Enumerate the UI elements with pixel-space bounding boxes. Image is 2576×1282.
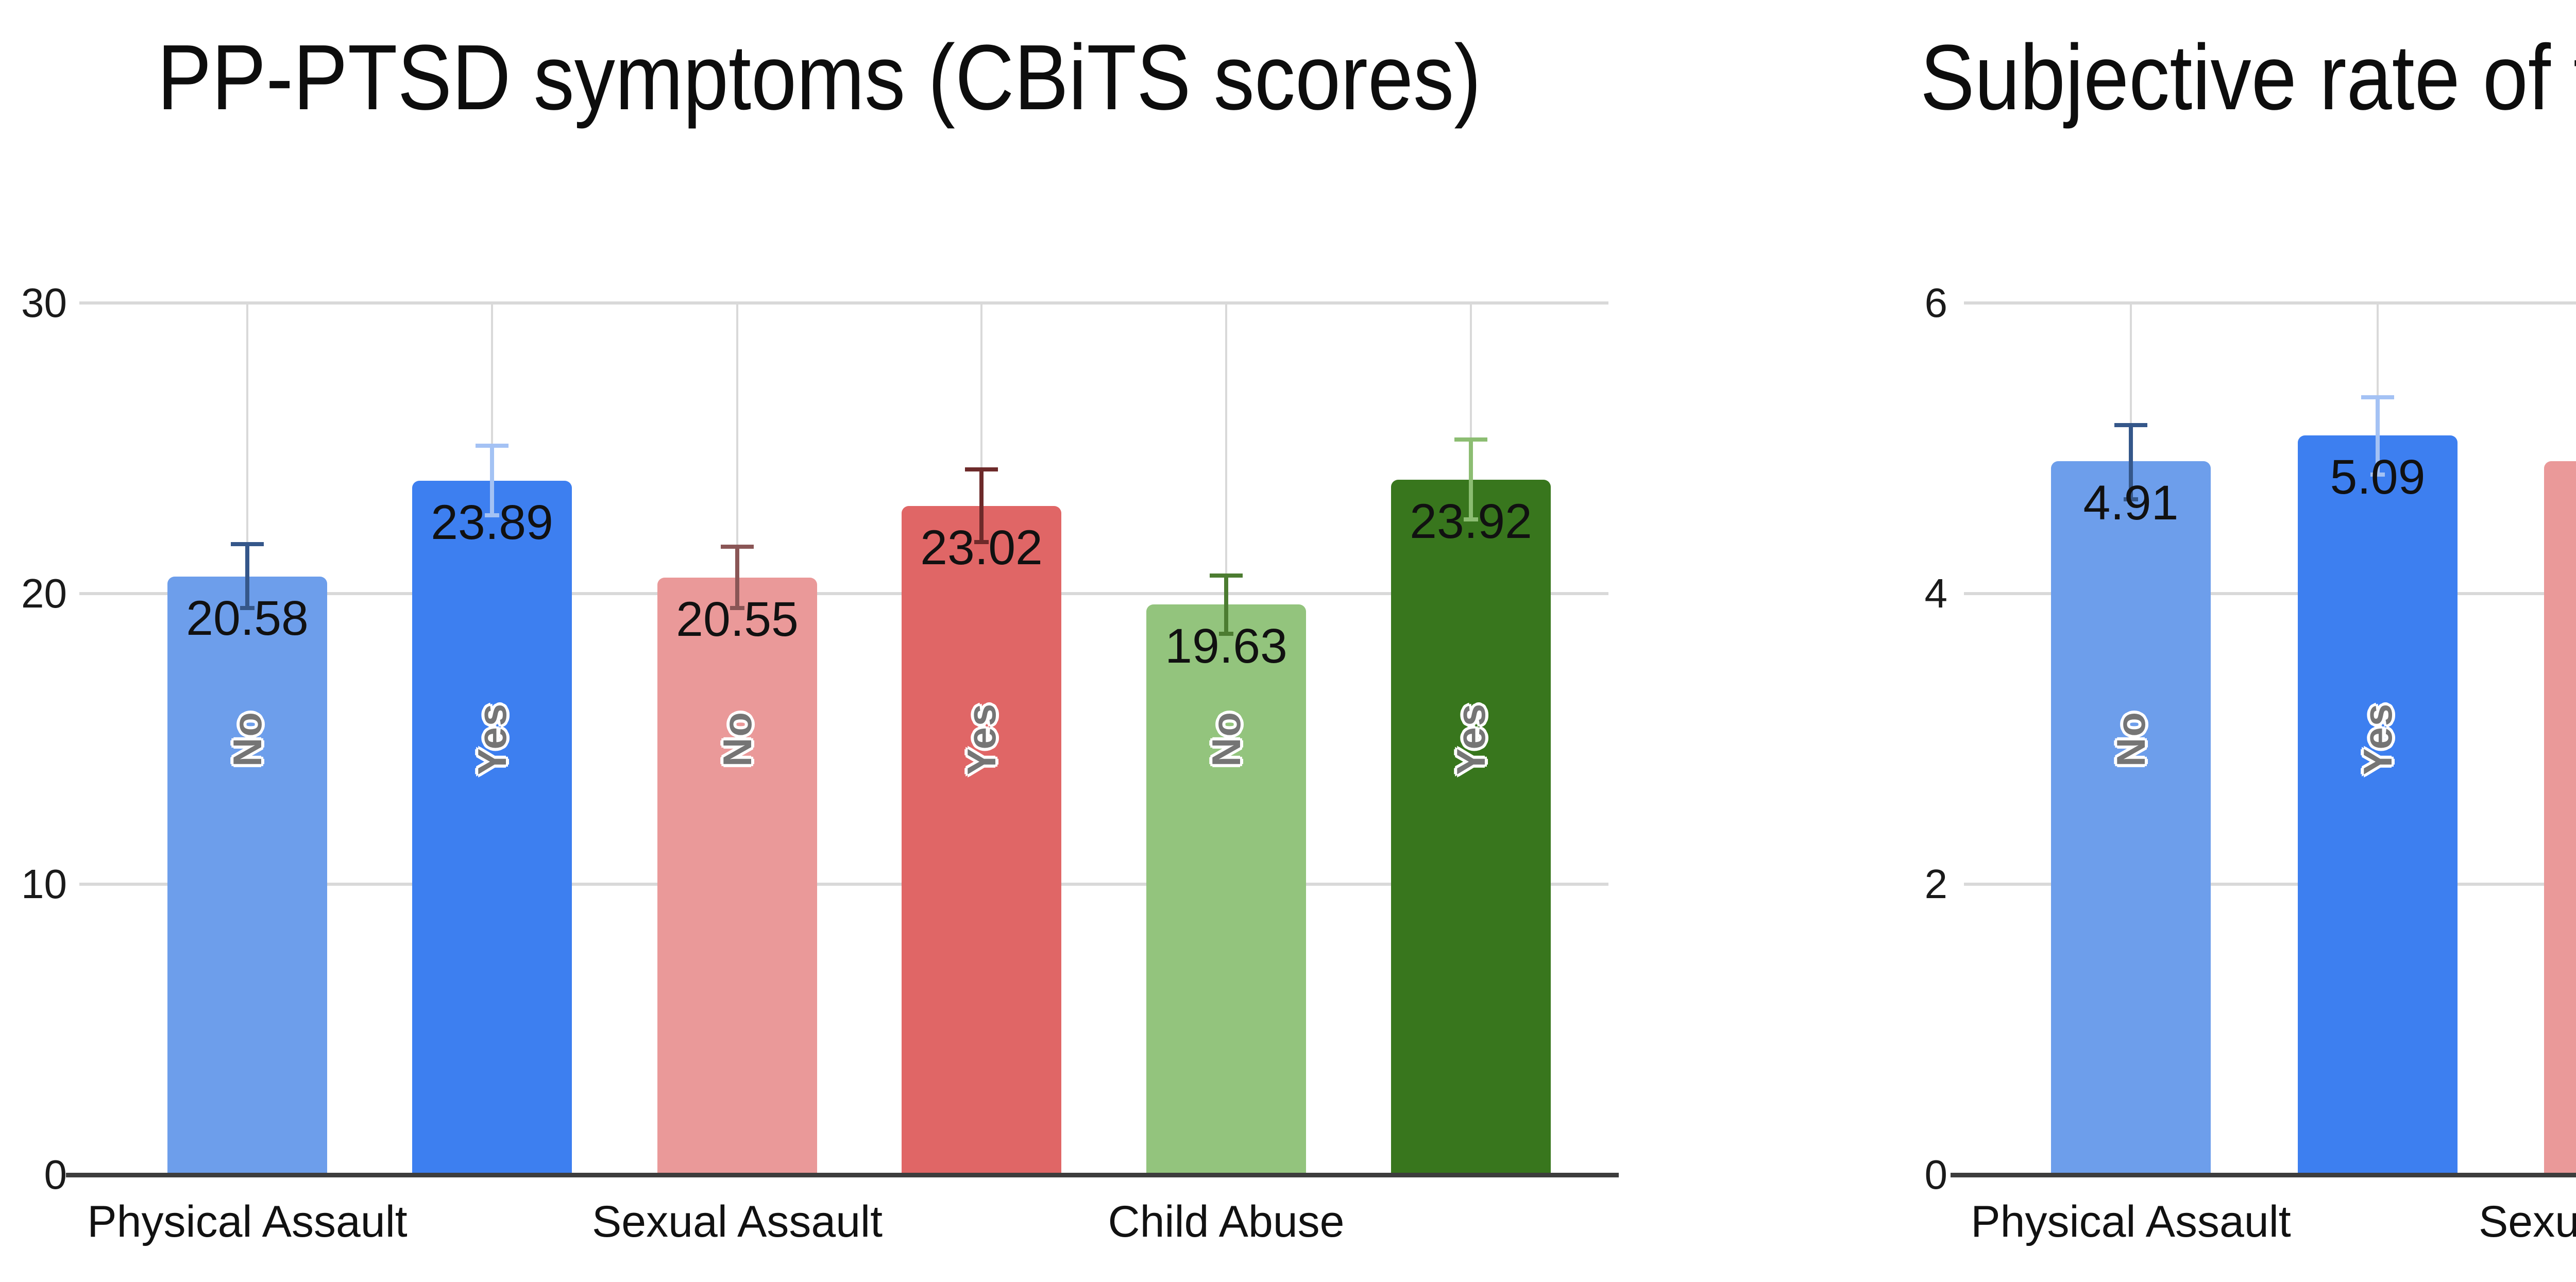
gridline-y: [1964, 883, 2576, 886]
gridline-y: [1964, 592, 2576, 595]
error-bar-cap-bottom: [1219, 631, 1233, 636]
gridline-y: [79, 592, 1608, 595]
error-bar-line: [1469, 440, 1473, 520]
bar-value-label: 4.91: [2083, 476, 2179, 531]
bar-group-label: Yes: [1448, 702, 1494, 775]
bar: [2051, 461, 2211, 1175]
bar-group-label: No: [714, 711, 760, 767]
y-tick-label: 6: [1924, 280, 1948, 326]
bar-group-label: Yes: [958, 702, 1004, 775]
y-tick-label: 10: [21, 861, 67, 907]
gridline-y: [79, 883, 1608, 886]
error-bar-cap-top: [2114, 423, 2147, 427]
error-bar-line: [1224, 576, 1228, 634]
y-tick-label: 2: [1924, 861, 1948, 907]
y-tick-label: 4: [1924, 570, 1948, 616]
y-tick-label: 20: [21, 570, 67, 616]
error-bar-cap-top: [2361, 395, 2394, 400]
bar-group-label: No: [224, 711, 270, 767]
error-bar-cap-bottom: [974, 539, 989, 544]
error-bar-cap-top: [231, 542, 264, 547]
category-label: Sexual Assault: [2478, 1197, 2576, 1246]
gridline-y: [79, 301, 1608, 305]
bar-value-label: 4.91: [2469, 474, 2576, 532]
bar: [2298, 435, 2458, 1175]
chart-title: PP-PTSD symptoms (CBiTS scores): [157, 26, 1481, 129]
y-tick-label: 0: [1924, 1152, 1948, 1197]
bar: [2544, 461, 2576, 1175]
bar: [657, 577, 817, 1175]
y-tick-label: 0: [44, 1152, 67, 1197]
error-bar-line: [2129, 425, 2133, 499]
error-bar-line: [735, 546, 739, 609]
error-bar-cap-top: [1454, 437, 1487, 442]
error-bar-cap-bottom: [2370, 472, 2385, 477]
error-bar-cap-bottom: [1464, 517, 1478, 522]
category-label: Sexual Assault: [591, 1197, 883, 1246]
bar-value-label: 5.09: [2330, 449, 2426, 504]
error-bar-cap-top: [965, 467, 998, 471]
gridline-y: [1964, 301, 2576, 305]
error-bar-cap-top: [721, 544, 754, 549]
error-bar-cap-top: [476, 444, 509, 448]
error-bar-cap-bottom: [730, 606, 744, 611]
bar-group-label: Yes: [469, 702, 515, 775]
error-bar-line: [245, 544, 249, 609]
bar: [1146, 604, 1306, 1175]
error-bar-line: [2376, 397, 2380, 475]
chart-title: Subjective rate of traumatic birth exper…: [1920, 26, 2576, 129]
category-label: Physical Assault: [87, 1197, 408, 1246]
error-bar-cap-top: [1210, 573, 1243, 578]
category-label: Physical Assault: [1971, 1197, 2291, 1246]
bar-value-label: 23.89: [431, 495, 553, 550]
x-axis-line: [66, 1173, 1619, 1177]
bar-value-label: 19.63: [1165, 618, 1287, 673]
error-bar-cap-bottom: [2124, 497, 2138, 501]
error-bar-cap-bottom: [485, 513, 499, 517]
bar-group-label: No: [2108, 711, 2154, 767]
error-bar-cap-bottom: [240, 606, 255, 611]
error-bar-line: [979, 469, 984, 542]
bar: [167, 577, 327, 1175]
x-axis-line: [1951, 1173, 2576, 1177]
error-bar-line: [490, 446, 494, 515]
bar: [902, 505, 1061, 1175]
bar-value-label: 20.55: [676, 592, 799, 647]
bar-value-label: 23.92: [1410, 494, 1532, 549]
bar-value-label: 20.58: [186, 591, 309, 646]
category-label: Child Abuse: [1108, 1197, 1345, 1246]
bar: [1391, 479, 1551, 1175]
bar: [412, 480, 572, 1175]
bar-value-label: 23.02: [920, 520, 1043, 575]
bar-group-label: Yes: [2354, 702, 2400, 775]
y-tick-label: 30: [21, 280, 67, 326]
